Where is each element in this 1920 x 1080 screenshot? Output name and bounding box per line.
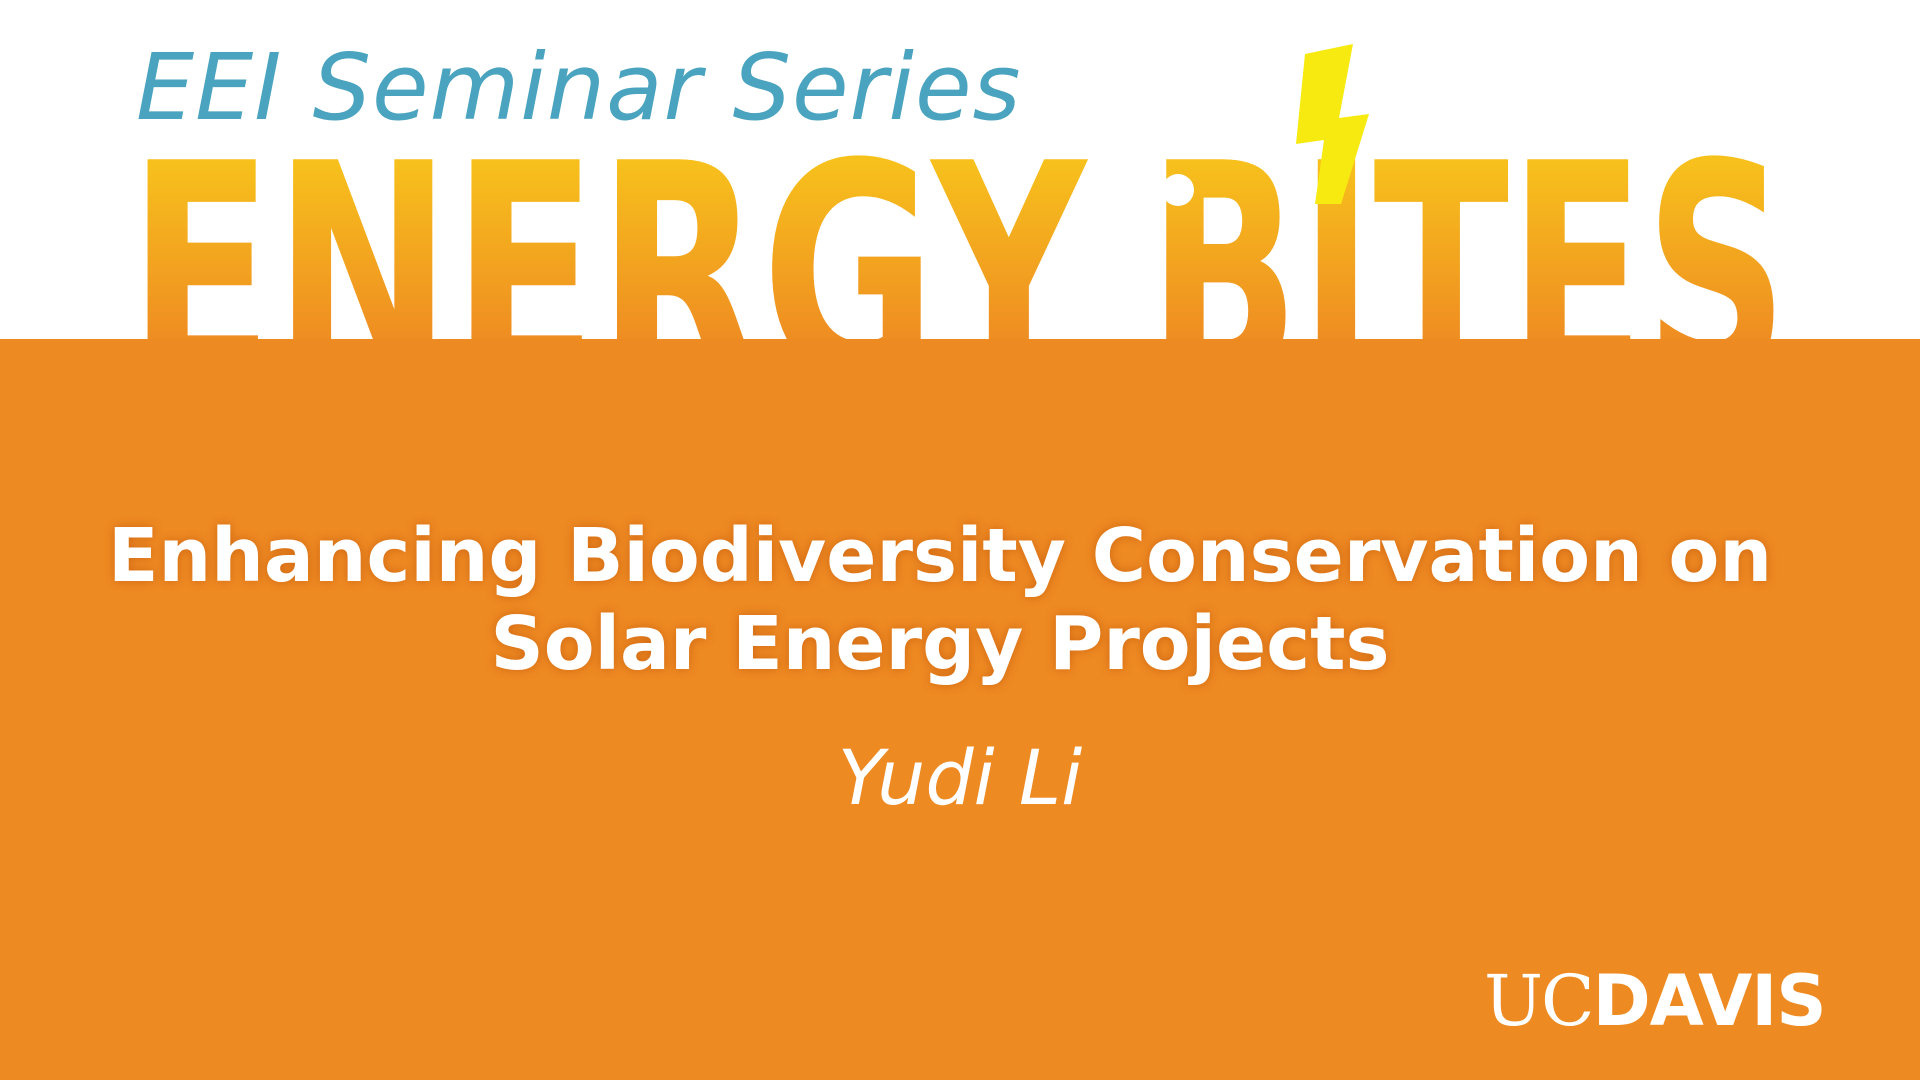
uc-davis-logo-davis: DAVIS: [1592, 960, 1827, 1042]
logo-word-bites: BITES: [1148, 100, 1788, 345]
lightning-bolt-icon: [1296, 44, 1369, 204]
logo-word-energy: ENERGY: [128, 100, 1088, 345]
uc-davis-logo-uc: UC: [1484, 960, 1595, 1042]
series-title: EEI Seminar Series: [136, 34, 1022, 141]
talk-title: Enhancing Biodiversity Conservation on S…: [107, 513, 1773, 687]
title-band: [0, 339, 1920, 1080]
speaker-name: Yudi Li: [837, 733, 1083, 822]
energy-bites-logo: ENERGY BITES: [128, 44, 1788, 345]
uc-davis-logo: UCDAVIS: [1484, 966, 1827, 1036]
bite-mark: [1162, 174, 1194, 206]
